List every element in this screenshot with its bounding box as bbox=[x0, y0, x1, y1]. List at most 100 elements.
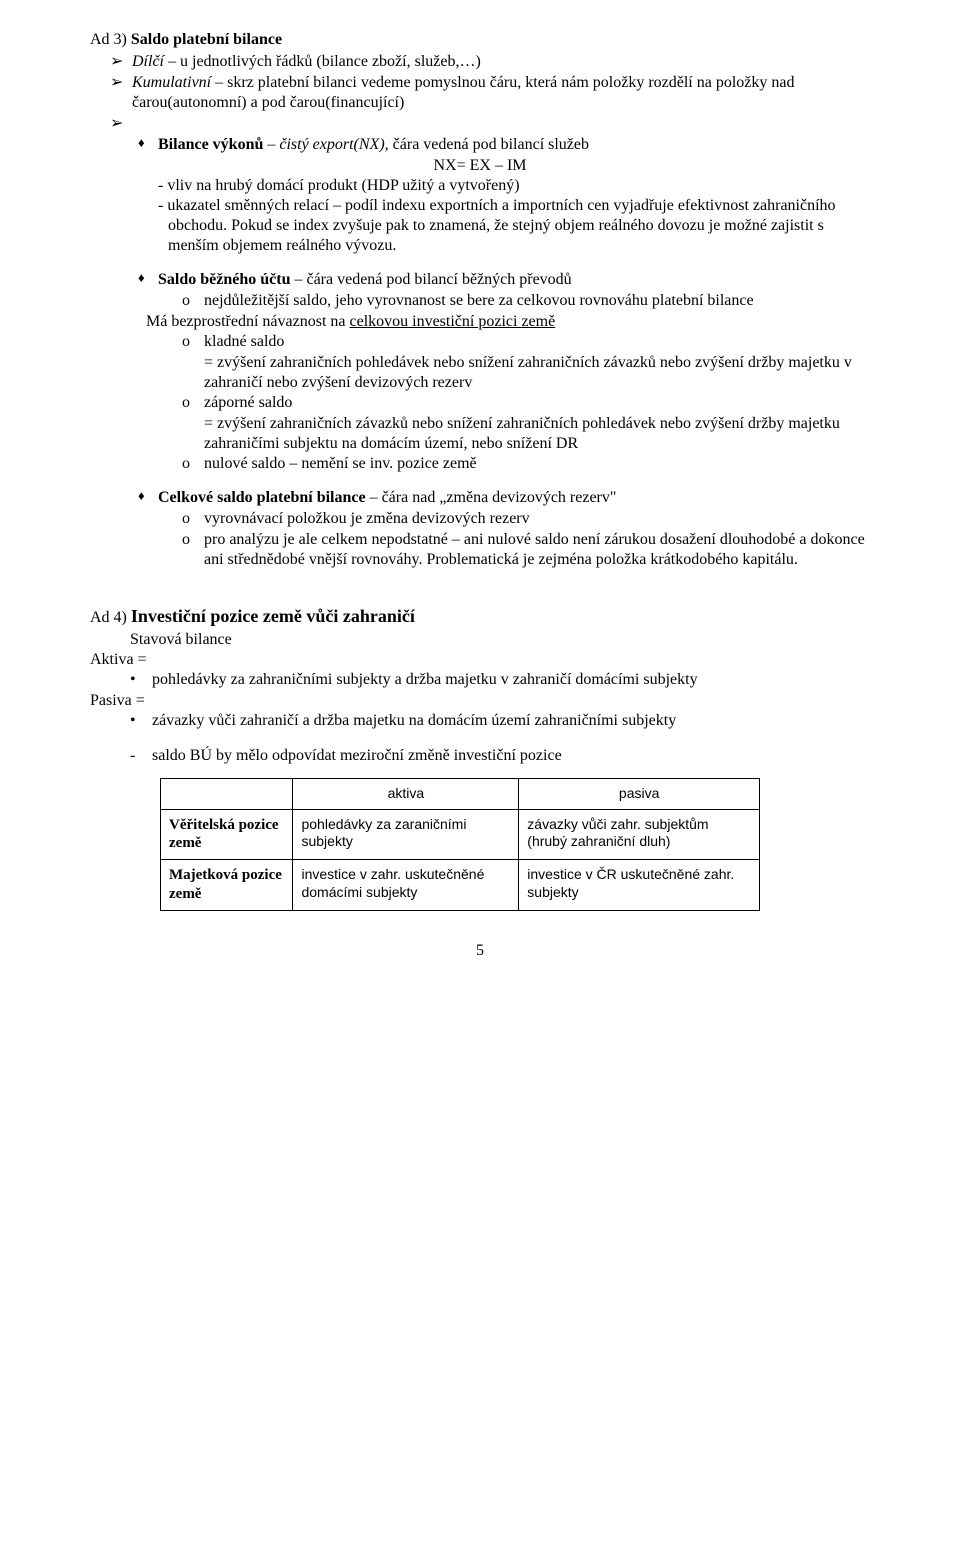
dash-icon: - bbox=[130, 746, 152, 766]
diamond-icon: ♦ bbox=[138, 270, 158, 290]
circle-icon: o bbox=[182, 454, 204, 474]
col-header-aktiva: aktiva bbox=[293, 779, 519, 810]
nx-formula: NX= EX – IM bbox=[90, 156, 870, 176]
diamond-content: Bilance výkonů – čistý export(NX), čára … bbox=[158, 135, 870, 155]
dot-icon: • bbox=[130, 670, 152, 690]
dot-icon: • bbox=[130, 711, 152, 731]
diamond-item: ♦ Celkové saldo platební bilance – čára … bbox=[138, 488, 870, 508]
section4-sub: Stavová bilance bbox=[130, 630, 870, 650]
dash-list: - saldo BÚ by mělo odpovídat meziroční z… bbox=[130, 746, 870, 766]
table-cell: závazky vůči zahr. subjektům (hrubý zahr… bbox=[519, 809, 760, 860]
keyword: Saldo běžného účtu bbox=[158, 271, 290, 288]
pasiva-label: Pasiva = bbox=[90, 691, 870, 711]
circle-icon: o bbox=[182, 509, 204, 529]
diamond-list: ♦ Bilance výkonů – čistý export(NX), čár… bbox=[138, 135, 870, 155]
arrow-icon: ➢ bbox=[110, 114, 132, 134]
dot-item: • závazky vůči zahraničí a držba majetku… bbox=[130, 711, 870, 731]
arrow-content-empty bbox=[132, 114, 870, 134]
circle-icon: o bbox=[182, 530, 204, 570]
dot-item: • pohledávky za zahraničními subjekty a … bbox=[130, 670, 870, 690]
circle-list: o vyrovnávací položkou je změna devizový… bbox=[182, 509, 870, 570]
rest: , čára vedená pod bilancí služeb bbox=[385, 136, 589, 153]
keyword2: čistý export(NX) bbox=[279, 136, 384, 153]
table-cell: investice v ČR uskutečněné zahr. subjekt… bbox=[519, 860, 760, 911]
section4-heading: Ad 4) Investiční pozice země vůči zahran… bbox=[90, 605, 870, 628]
keyword: Dílčí bbox=[132, 53, 164, 70]
dot-list: • pohledávky za zahraničními subjekty a … bbox=[130, 670, 870, 690]
col-header-pasiva: pasiva bbox=[519, 779, 760, 810]
circle-item: o pro analýzu je ale celkem nepodstatné … bbox=[182, 530, 870, 570]
row-header: Věřitelská pozice země bbox=[161, 809, 293, 860]
page-number: 5 bbox=[90, 941, 870, 961]
position-table: aktiva pasiva Věřitelská pozice země poh… bbox=[160, 778, 760, 911]
circle-list: o nulové saldo – nemění se inv. pozice z… bbox=[182, 454, 870, 474]
arrow-item: ➢ Dílčí – u jednotlivých řádků (bilance … bbox=[110, 52, 870, 72]
circle-item: o nejdůležitější saldo, jeho vyrovnanost… bbox=[182, 291, 870, 311]
arrow-content: Dílčí – u jednotlivých řádků (bilance zb… bbox=[132, 52, 870, 72]
circle-icon: o bbox=[182, 291, 204, 311]
table-cell: investice v zahr. uskutečněné domácími s… bbox=[293, 860, 519, 911]
circle-sub: = zvýšení zahraničních pohledávek nebo s… bbox=[204, 353, 870, 393]
dot-content: závazky vůči zahraničí a držba majetku n… bbox=[152, 711, 870, 731]
heading-title: Investiční pozice země vůči zahraničí bbox=[131, 606, 415, 626]
circle-item: o kladné saldo bbox=[182, 332, 870, 352]
diamond-icon: ♦ bbox=[138, 135, 158, 155]
rest: – skrz platební bilanci vedeme pomyslnou… bbox=[132, 74, 794, 111]
circle-list: o záporné saldo bbox=[182, 393, 870, 413]
ma-text-2: celkovou investiční pozici země bbox=[349, 313, 555, 330]
diamond-list: ♦ Saldo běžného účtu – čára vedená pod b… bbox=[138, 270, 870, 290]
aktiva-label: Aktiva = bbox=[90, 650, 870, 670]
dot-list: • závazky vůči zahraničí a držba majetku… bbox=[130, 711, 870, 731]
dash-line: - ukazatel směnných relací – podíl index… bbox=[158, 196, 870, 256]
diamond-list: ♦ Celkové saldo platební bilance – čára … bbox=[138, 488, 870, 508]
rest: – čára vedená pod bilancí běžných převod… bbox=[290, 271, 571, 288]
heading-prefix: Ad 4) bbox=[90, 609, 131, 626]
arrow-icon: ➢ bbox=[110, 73, 132, 113]
circle-sub: = zvýšení zahraničních závazků nebo sníž… bbox=[204, 414, 870, 454]
diamond-item: ♦ Saldo běžného účtu – čára vedená pod b… bbox=[138, 270, 870, 290]
arrow-icon: ➢ bbox=[110, 52, 132, 72]
diamond-content: Celkové saldo platební bilance – čára na… bbox=[158, 488, 870, 508]
table-corner bbox=[161, 779, 293, 810]
circle-content: vyrovnávací položkou je změna devizových… bbox=[204, 509, 870, 529]
arrow-item-empty: ➢ bbox=[110, 114, 870, 134]
arrow-content: Kumulativní – skrz platební bilanci vede… bbox=[132, 73, 870, 113]
heading-prefix: Ad 3) bbox=[90, 31, 131, 48]
table-row: aktiva pasiva bbox=[161, 779, 760, 810]
circle-list: o nejdůležitější saldo, jeho vyrovnanost… bbox=[182, 291, 870, 311]
row-header: Majetková pozice země bbox=[161, 860, 293, 911]
circle-list: o kladné saldo bbox=[182, 332, 870, 352]
circle-icon: o bbox=[182, 332, 204, 352]
keyword: Bilance výkonů bbox=[158, 136, 263, 153]
sep: – bbox=[263, 136, 279, 153]
circle-item: o záporné saldo bbox=[182, 393, 870, 413]
ma-line: Má bezprostřední návaznost na celkovou i… bbox=[146, 312, 870, 332]
heading-title: Saldo platební bilance bbox=[131, 31, 282, 48]
keyword: Celkové saldo platební bilance bbox=[158, 489, 366, 506]
table-row: Majetková pozice země investice v zahr. … bbox=[161, 860, 760, 911]
keyword: Kumulativní bbox=[132, 74, 211, 91]
rest: – u jednotlivých řádků (bilance zboží, s… bbox=[164, 53, 481, 70]
circle-content: pro analýzu je ale celkem nepodstatné – … bbox=[204, 530, 870, 570]
circle-content: nejdůležitější saldo, jeho vyrovnanost s… bbox=[204, 291, 870, 311]
circle-content: kladné saldo bbox=[204, 332, 870, 352]
diamond-icon: ♦ bbox=[138, 488, 158, 508]
circle-item: o vyrovnávací položkou je změna devizový… bbox=[182, 509, 870, 529]
circle-item: o nulové saldo – nemění se inv. pozice z… bbox=[182, 454, 870, 474]
arrow-item: ➢ Kumulativní – skrz platební bilanci ve… bbox=[110, 73, 870, 113]
dash-line: - vliv na hrubý domácí produkt (HDP užit… bbox=[158, 176, 870, 196]
dash-item: - saldo BÚ by mělo odpovídat meziroční z… bbox=[130, 746, 870, 766]
diamond-content: Saldo běžného účtu – čára vedená pod bil… bbox=[158, 270, 870, 290]
rest: – čára nad „změna devizových rezerv" bbox=[366, 489, 617, 506]
circle-icon: o bbox=[182, 393, 204, 413]
dash-content: saldo BÚ by mělo odpovídat meziroční změ… bbox=[152, 746, 870, 766]
diamond-item: ♦ Bilance výkonů – čistý export(NX), čár… bbox=[138, 135, 870, 155]
circle-content: nulové saldo – nemění se inv. pozice zem… bbox=[204, 454, 870, 474]
table-cell: pohledávky za zaraničními subjekty bbox=[293, 809, 519, 860]
table-row: Věřitelská pozice země pohledávky za zar… bbox=[161, 809, 760, 860]
dot-content: pohledávky za zahraničními subjekty a dr… bbox=[152, 670, 870, 690]
ma-text-1: Má bezprostřední návaznost na bbox=[146, 313, 349, 330]
section3-heading: Ad 3) Saldo platební bilance bbox=[90, 30, 870, 50]
arrow-list: ➢ Dílčí – u jednotlivých řádků (bilance … bbox=[110, 52, 870, 134]
circle-content: záporné saldo bbox=[204, 393, 870, 413]
